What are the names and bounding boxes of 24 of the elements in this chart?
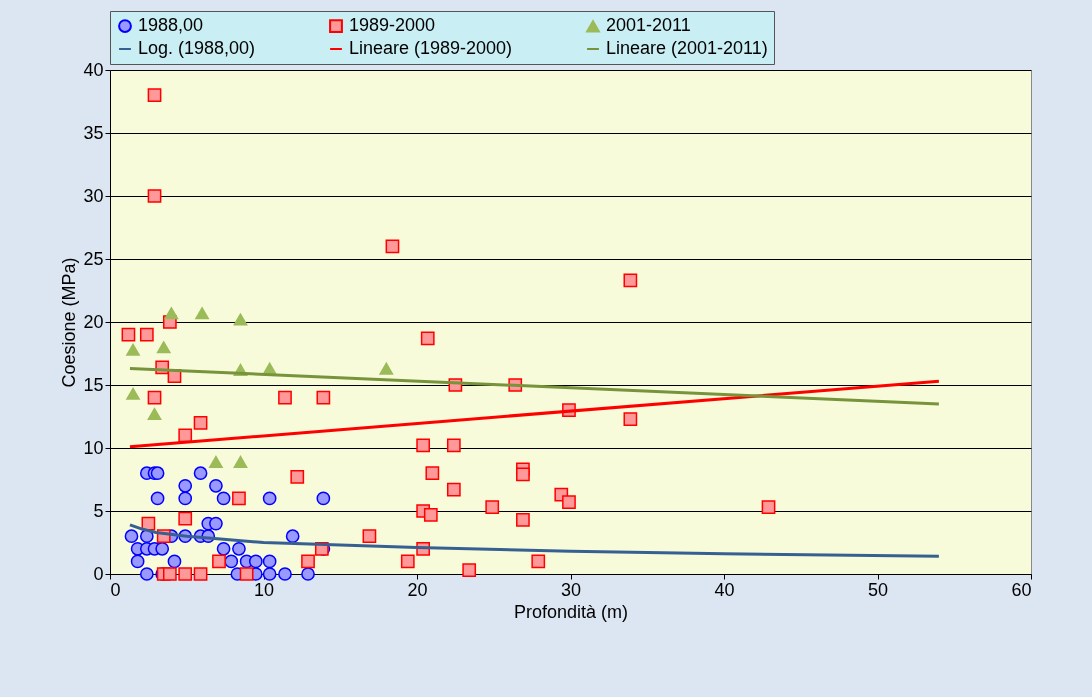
- y-tick-label: 20: [83, 311, 104, 332]
- legend-label: 1988,00: [138, 15, 204, 36]
- y-tick-label: 10: [83, 437, 104, 458]
- x-tick-label: 0: [110, 579, 121, 600]
- x-tick-label: 40: [714, 579, 735, 600]
- x-tick-label: 60: [1011, 579, 1032, 600]
- y-tick-label: 30: [83, 185, 104, 206]
- legend-label: Log. (1988,00): [138, 38, 256, 58]
- y-axis-title: Coesione (MPa): [59, 257, 80, 388]
- legend-label: Lineare (2001-2011): [606, 38, 768, 58]
- x-tick-label: 50: [867, 579, 889, 600]
- legend-label: Lineare (1989-2000): [349, 38, 513, 58]
- y-tick-label: 25: [83, 248, 104, 269]
- x-tick-label: 20: [407, 579, 428, 600]
- y-tick-label: 35: [83, 122, 104, 143]
- x-axis-title: Profondità (m): [513, 601, 629, 622]
- legend-label: 1989-2000: [349, 15, 436, 36]
- x-tick-label: 30: [560, 579, 582, 600]
- y-tick-label: 40: [83, 59, 104, 80]
- x-tick-label: 10: [253, 579, 275, 600]
- legend-label: 2001-2011: [606, 15, 691, 36]
- y-tick-label: 15: [83, 374, 104, 395]
- y-tick-label: 5: [93, 500, 104, 521]
- y-tick-label: 0: [93, 563, 104, 584]
